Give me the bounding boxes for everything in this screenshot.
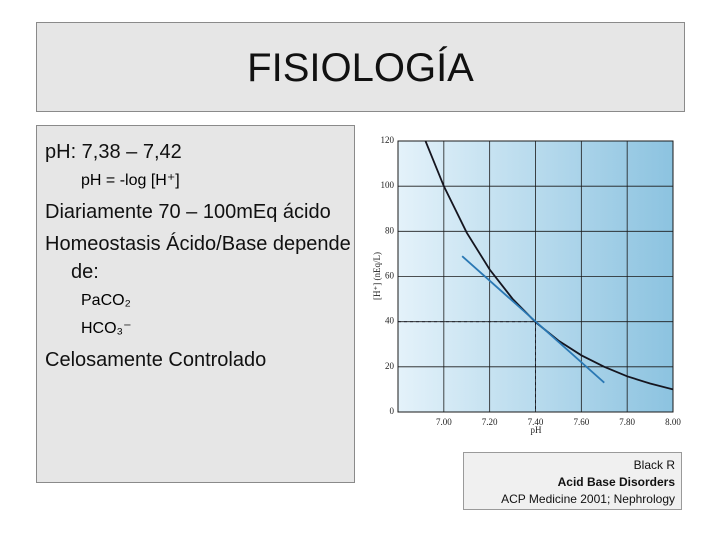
x-tick-label: 7.60 <box>573 417 589 427</box>
x-tick-label: 7.40 <box>528 417 544 427</box>
title-box: FISIOLOGÍA <box>36 22 685 112</box>
title: FISIOLOGÍA <box>247 46 474 90</box>
sub-bullet: PaCO₂ <box>81 292 131 309</box>
chart: pH [H⁺] (nEq/L) 0 20 40 60 80 100 120 7.00 7.20 7… <box>372 135 681 435</box>
sub-bullet: pH = -log [H⁺] <box>81 172 180 189</box>
x-tick-label: 7.20 <box>482 417 498 427</box>
bullet: pH: 7,38 – 7,42 <box>45 141 182 163</box>
y-tick-label: 100 <box>381 180 395 190</box>
x-tick-label: 8.00 <box>665 417 681 427</box>
series-line <box>461 255 605 384</box>
x-axis-label: pH <box>531 425 543 435</box>
citation: Black R Acid Base Disorders ACP Medicine… <box>463 452 682 510</box>
citation-author: Black R <box>633 458 675 472</box>
bullet: Celosamente Controlado <box>45 349 267 371</box>
bullet: Diariamente 70 – 100mEq ácido <box>45 201 331 223</box>
y-tick-label: 80 <box>385 225 395 235</box>
y-axis-label: [H⁺] (nEq/L) <box>372 252 382 300</box>
text-box: pH: 7,38 – 7,42 pH = -log [H⁺] Diariamen… <box>36 125 355 483</box>
x-tick-label: 7.80 <box>619 417 635 427</box>
y-tick-label: 60 <box>385 271 395 281</box>
citation-source: ACP Medicine 2001; Nephrology <box>501 492 675 506</box>
bullet: Homeostasis Ácido/Base depende de: <box>45 233 351 283</box>
citation-work: Acid Base Disorders <box>557 475 675 489</box>
y-tick-label: 20 <box>385 361 395 371</box>
x-tick-label: 7.00 <box>436 417 452 427</box>
y-tick-label: 0 <box>390 406 395 416</box>
y-tick-label: 120 <box>381 135 395 145</box>
sub-bullet: HCO₃⁻ <box>81 320 132 337</box>
y-tick-label: 40 <box>385 316 395 326</box>
plot-frame <box>397 140 674 413</box>
